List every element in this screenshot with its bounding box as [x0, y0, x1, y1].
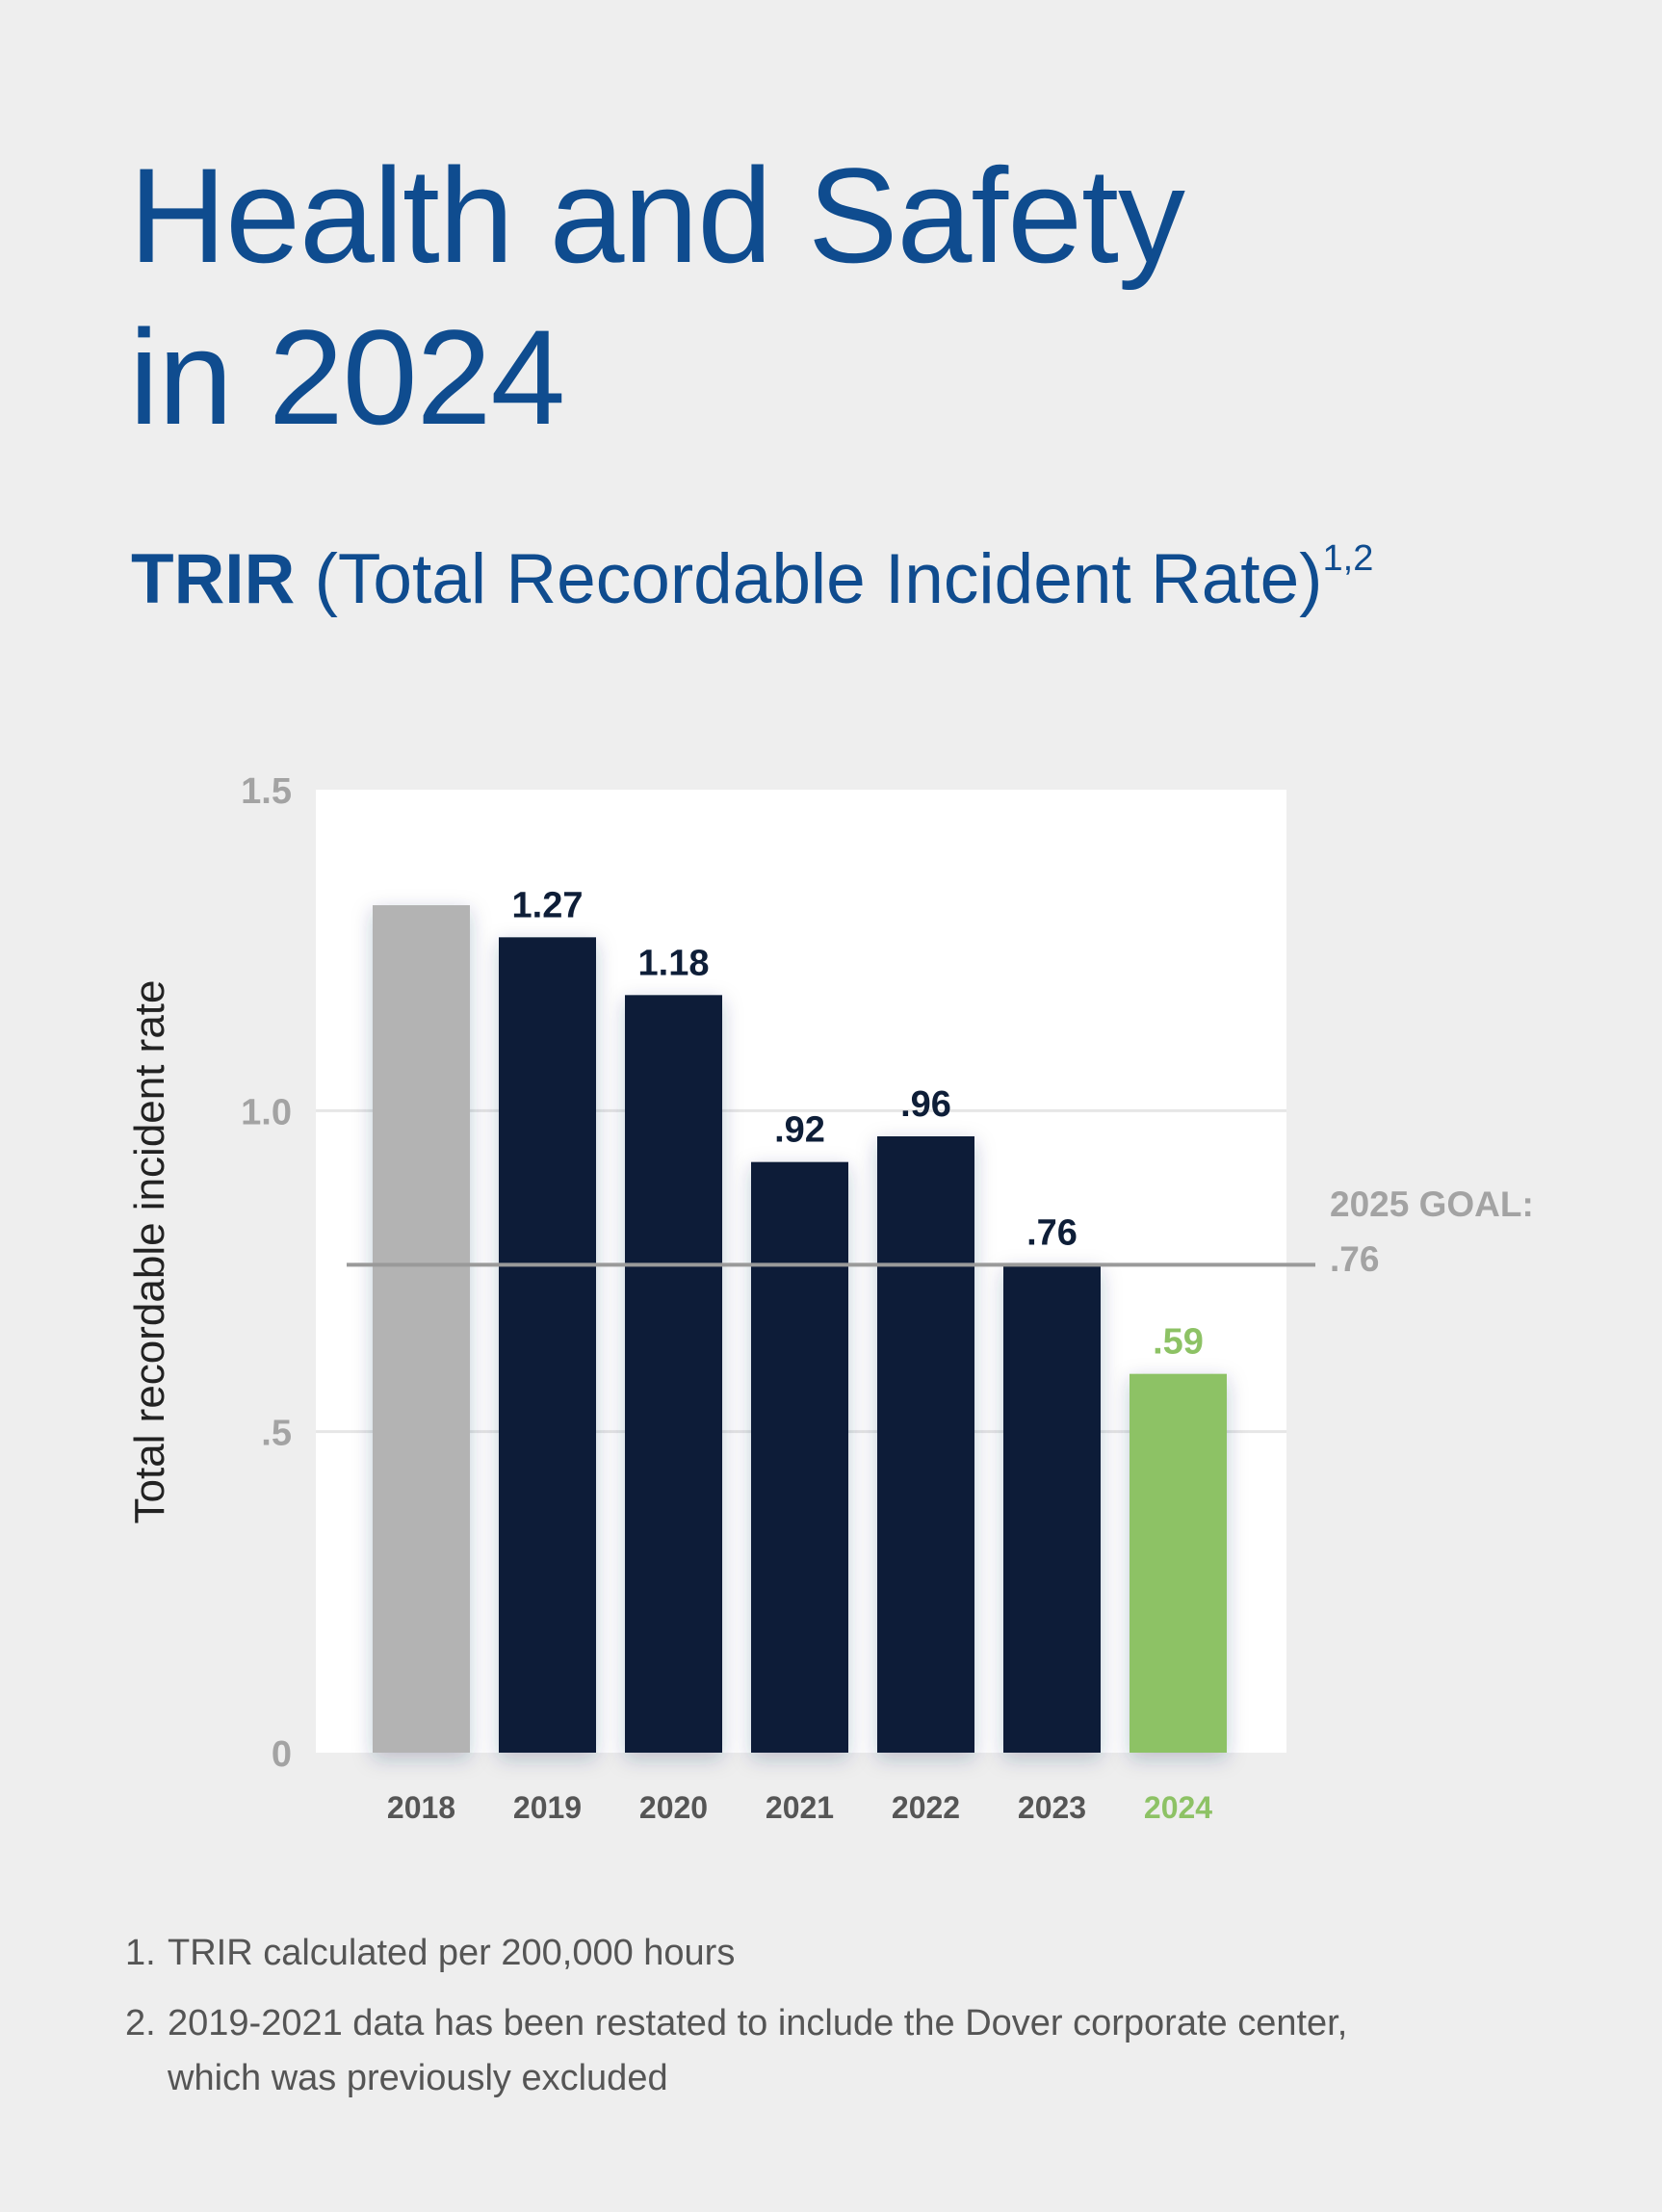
bar-2018: [373, 905, 470, 1753]
chart-subtitle: TRIR (Total Recordable Incident Rate)1,2: [131, 538, 1374, 619]
x-tick-label-2021: 2021: [766, 1790, 834, 1825]
footnote-text: TRIR calculated per 200,000 hours: [168, 1933, 736, 1973]
x-tick-label-2024: 2024: [1144, 1790, 1212, 1825]
data-label-2019: 1.27: [512, 885, 584, 925]
bars: [373, 905, 1227, 1753]
x-tick-label-2019: 2019: [513, 1790, 582, 1825]
bar-2022: [877, 1136, 974, 1753]
footnote-text: 2019-2021 data has been restated to incl…: [168, 2003, 1348, 2098]
bar-2021: [751, 1161, 848, 1753]
data-labels: 1.27 1.18 .92 .96 .76 .59: [512, 885, 1204, 1362]
bar-2019: [499, 937, 596, 1753]
trir-bar-chart: 2025 GOAL: .76 1.27 1.18 .92 .96 .76 .59 0 .5 1.…: [126, 771, 1534, 1825]
x-tick-label-2020: 2020: [639, 1790, 708, 1825]
footnote-number: 1.: [125, 1933, 156, 1973]
title-line-1: Health and Safety: [129, 140, 1185, 291]
y-axis-label: Total recordable incident rate: [126, 980, 173, 1524]
x-tick-label-2018: 2018: [387, 1790, 455, 1825]
data-label-2024: .59: [1153, 1322, 1204, 1363]
subtitle-footnote-ref: 1,2: [1322, 538, 1374, 579]
data-label-2021: .92: [774, 1110, 825, 1151]
y-tick-label: 0: [272, 1734, 292, 1775]
goal-reference: 2025 GOAL: .76: [347, 1184, 1534, 1279]
y-tick-label: 1.0: [241, 1092, 292, 1132]
subtitle-full-name: (Total Recordable Incident Rate): [314, 540, 1323, 618]
x-tick-label-2022: 2022: [892, 1790, 960, 1825]
y-tick-label: .5: [261, 1414, 292, 1454]
goal-label-title: 2025 GOAL:: [1330, 1184, 1534, 1224]
bar-2024: [1130, 1373, 1227, 1753]
x-axis-ticks: 2018 2019 2020 2021 2022 2023 2024: [387, 1790, 1212, 1825]
bar-2023: [1003, 1264, 1101, 1753]
subtitle-abbreviation: TRIR: [131, 540, 296, 618]
page-title: Health and Safety in 2024: [129, 135, 1185, 458]
footnotes: 1. TRIR calculated per 200,000 hours 2. …: [125, 1926, 1419, 2121]
title-line-2: in 2024: [129, 301, 565, 453]
y-tick-label: 1.5: [241, 771, 292, 812]
bar-2020: [625, 995, 722, 1753]
data-label-2023: .76: [1026, 1212, 1078, 1253]
goal-label-value: .76: [1330, 1239, 1379, 1279]
footnote-1: 1. TRIR calculated per 200,000 hours: [125, 1926, 1419, 1981]
data-label-2022: .96: [900, 1084, 951, 1125]
x-tick-label-2023: 2023: [1018, 1790, 1086, 1825]
footnote-2: 2. 2019-2021 data has been restated to i…: [125, 1996, 1419, 2106]
footnote-number: 2.: [125, 2003, 156, 2043]
y-axis-ticks: 0 .5 1.0 1.5: [241, 771, 292, 1775]
data-label-2020: 1.18: [638, 943, 710, 983]
